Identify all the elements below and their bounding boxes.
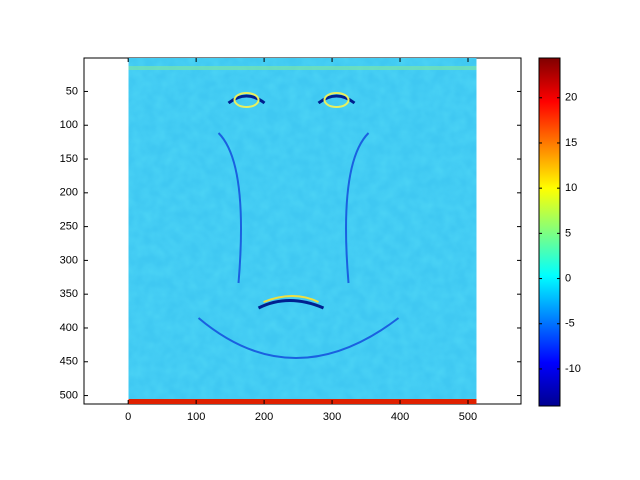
x-tick-label: 500 bbox=[459, 411, 477, 423]
image-feature bbox=[233, 92, 260, 108]
colorbar bbox=[538, 57, 561, 407]
image bbox=[128, 58, 477, 404]
image-feature bbox=[257, 299, 325, 310]
y-tick-label: 400 bbox=[60, 322, 78, 334]
colorbar-tick-label: 0 bbox=[565, 272, 571, 284]
axes: 0 100 200 300 400 500 50 100 150 200 250 300 350 400 4… bbox=[60, 58, 521, 423]
image-feature bbox=[197, 317, 400, 359]
image-feature bbox=[317, 94, 356, 105]
x-tick-label: 400 bbox=[391, 411, 409, 423]
colorbar-tick-label: 10 bbox=[565, 182, 577, 194]
colorbar-tick-label: -10 bbox=[565, 363, 581, 375]
x-tick-label: 0 bbox=[125, 411, 131, 423]
image-feature bbox=[345, 132, 370, 284]
image-feature bbox=[323, 92, 350, 108]
image-feature bbox=[128, 399, 477, 404]
y-tick-label: 50 bbox=[66, 85, 78, 97]
image-feature bbox=[227, 94, 266, 105]
colorbar-tick-label: -5 bbox=[565, 318, 575, 330]
colorbar-ticks: -10 -5 0 5 10 15 20 bbox=[539, 92, 581, 375]
x-tick-label: 300 bbox=[323, 411, 341, 423]
image-feature bbox=[217, 132, 243, 284]
x-tick-label: 200 bbox=[255, 411, 273, 423]
y-tick-label: 100 bbox=[60, 119, 78, 131]
image-feature bbox=[263, 295, 319, 303]
y-tick-label: 300 bbox=[60, 254, 78, 266]
colorbar-tick-label: 15 bbox=[565, 137, 577, 149]
image-feature bbox=[128, 66, 477, 70]
y-tick-label: 200 bbox=[60, 187, 78, 199]
colorbar-tick-label: 20 bbox=[565, 92, 577, 104]
y-tick-label: 450 bbox=[60, 356, 78, 368]
y-tick-label: 250 bbox=[60, 221, 78, 233]
y-tick-label: 350 bbox=[60, 288, 78, 300]
x-tick-label: 100 bbox=[187, 411, 205, 423]
y-tick-label: 500 bbox=[60, 389, 78, 401]
y-tick-label: 150 bbox=[60, 153, 78, 165]
image-texture bbox=[128, 58, 477, 404]
colorbar-tick-label: 5 bbox=[565, 227, 571, 239]
